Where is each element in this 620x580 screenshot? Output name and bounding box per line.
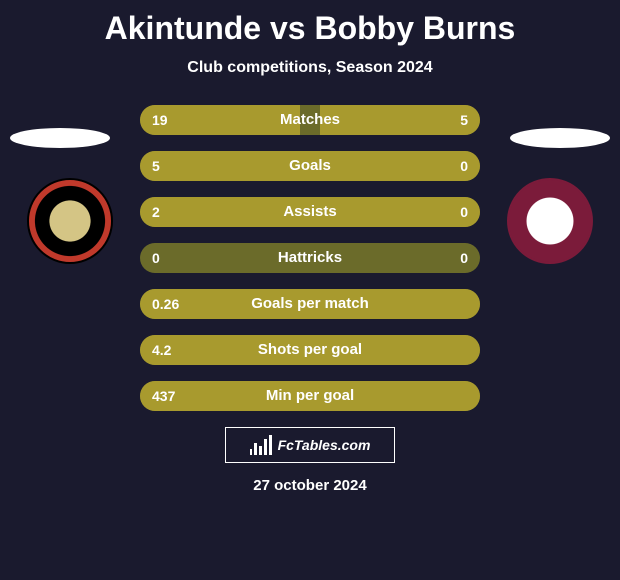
stat-label: Goals per match bbox=[140, 289, 480, 319]
page-subtitle: Club competitions, Season 2024 bbox=[0, 59, 620, 77]
stat-row: 0.26Goals per match bbox=[140, 289, 480, 319]
brand-box[interactable]: FcTables.com bbox=[225, 427, 395, 463]
comparison-bars: 195Matches 50Goals 20Assists 00Hattricks 0.2… bbox=[0, 105, 620, 411]
stat-row: 00Hattricks bbox=[140, 243, 480, 273]
stat-label: Shots per goal bbox=[140, 335, 480, 365]
stat-label: Matches bbox=[140, 105, 480, 135]
stat-row: 50Goals bbox=[140, 151, 480, 181]
footer-date: 27 october 2024 bbox=[0, 477, 620, 494]
stat-row: 20Assists bbox=[140, 197, 480, 227]
bar-chart-icon bbox=[250, 435, 272, 455]
stat-label: Min per goal bbox=[140, 381, 480, 411]
stat-row: 195Matches bbox=[140, 105, 480, 135]
stat-label: Hattricks bbox=[140, 243, 480, 273]
stat-row: 437Min per goal bbox=[140, 381, 480, 411]
stat-label: Assists bbox=[140, 197, 480, 227]
player-photo-placeholder-left bbox=[10, 128, 110, 148]
club-logo-right bbox=[507, 178, 593, 264]
player-photo-placeholder-right bbox=[510, 128, 610, 148]
stat-row: 4.2Shots per goal bbox=[140, 335, 480, 365]
stat-label: Goals bbox=[140, 151, 480, 181]
club-logo-left bbox=[27, 178, 113, 264]
page-title: Akintunde vs Bobby Burns bbox=[0, 0, 620, 47]
brand-label: FcTables.com bbox=[278, 437, 371, 453]
